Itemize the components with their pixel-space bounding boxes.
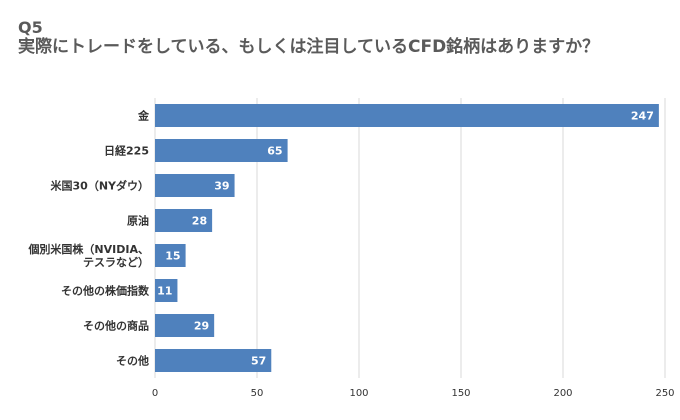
data-label: 15 (165, 250, 180, 263)
data-label: 57 (251, 355, 266, 368)
category-label: その他 (116, 354, 149, 368)
data-label: 11 (157, 285, 172, 298)
data-label: 39 (214, 180, 229, 193)
data-label: 247 (631, 110, 654, 123)
question-text: 実際にトレードをしている、もしくは注目しているCFD銘柄はありますか？ (18, 37, 600, 57)
category-label: 日経225 (104, 144, 149, 158)
category-label: その他の株価指数 (61, 284, 150, 298)
data-label: 29 (194, 320, 209, 333)
bar (155, 244, 186, 267)
category-label: テスラなど） (83, 256, 149, 269)
category-label: 米国30（NYダウ） (50, 179, 149, 193)
bar (155, 104, 659, 127)
bar (155, 174, 235, 197)
category-label: 原油 (127, 214, 149, 228)
chart-title: Q5 実際にトレードをしている、もしくは注目しているCFD銘柄はありますか？ (18, 20, 668, 58)
category-label: その他の商品 (83, 319, 149, 333)
question-number: Q5 (18, 18, 43, 37)
x-tick-label: 100 (349, 388, 368, 399)
bar (155, 349, 272, 372)
bar (155, 139, 288, 162)
x-tick-label: 200 (553, 388, 572, 399)
data-label: 65 (267, 145, 282, 158)
bar (155, 209, 213, 232)
bar (155, 279, 178, 302)
x-tick-label: 150 (451, 388, 470, 399)
category-label: 金 (137, 109, 150, 123)
category-label: 個別米国株（NVIDIA、 (27, 242, 149, 256)
x-tick-label: 0 (152, 388, 158, 399)
x-tick-label: 250 (655, 388, 674, 399)
bar (155, 314, 215, 337)
data-label: 28 (192, 215, 207, 228)
x-tick-label: 50 (251, 388, 264, 399)
